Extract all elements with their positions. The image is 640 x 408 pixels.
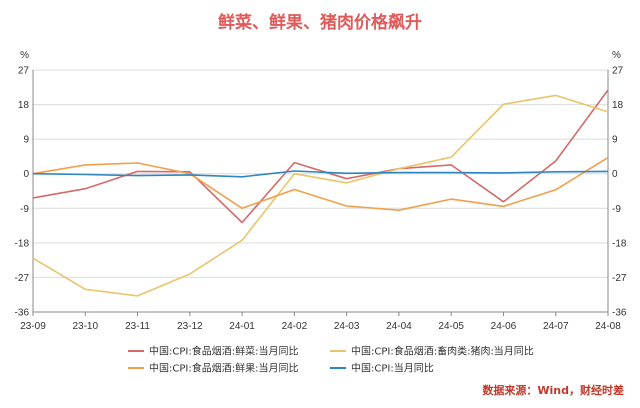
x-tick-label: 24-03 <box>334 321 360 332</box>
legend-label-1: 中国:CPI:食品烟酒:鲜菜:当月同比 <box>149 345 298 358</box>
y-tick-label-right: -18 <box>612 238 627 249</box>
y-tick-label-right: 9 <box>612 135 618 146</box>
x-tick-label: 23-10 <box>72 321 98 332</box>
y-tick-label-left: 9 <box>23 135 29 146</box>
legend-label-2: 中国:CPI:食品烟酒:畜肉类:猪肉:当月同比 <box>351 345 534 358</box>
axes: 27 27 18 18 9 9 0 0 -9 -9 -18 -18 -27 -27 -36 -36% % 23-0… <box>15 50 627 332</box>
source-note: 数据来源：Wind，财经时差 <box>482 384 624 397</box>
y-tick-label-right: 18 <box>612 100 624 111</box>
y-unit-left: % <box>20 50 29 61</box>
x-tick-label: 24-04 <box>386 321 412 332</box>
series-lines <box>32 89 609 297</box>
y-tick-label-left: 0 <box>23 169 29 180</box>
legend: 中国:CPI:食品烟酒:鲜菜:当月同比 中国:CPI:食品烟酒:畜肉类:猪肉:当月… <box>128 345 534 375</box>
x-tick-label: 24-08 <box>595 321 621 332</box>
y-tick-label-left: -18 <box>15 238 30 249</box>
series-line-1 <box>32 89 609 224</box>
x-tick-label: 24-07 <box>543 321 569 332</box>
x-tick-label: 24-05 <box>438 321 464 332</box>
y-unit-right: % <box>612 50 621 61</box>
legend-label-3: 中国:CPI:食品烟酒:鲜果:当月同比 <box>149 362 298 375</box>
y-tick-label-right: -27 <box>612 273 627 284</box>
grid-lines <box>33 69 608 313</box>
y-tick-label-right: -36 <box>612 308 627 319</box>
series-line-3 <box>32 156 609 211</box>
chart-title: 鲜菜、鲜果、猪肉价格飙升 <box>218 13 422 33</box>
x-tick-label: 23-11 <box>125 321 150 332</box>
x-tick-label: 23-12 <box>177 321 203 332</box>
x-tick-label: 24-01 <box>229 321 255 332</box>
x-tick-label: 24-02 <box>282 321 308 332</box>
y-tick-label-left: -9 <box>20 204 29 215</box>
x-tick-label: 24-06 <box>491 321 517 332</box>
y-tick-label-left: 27 <box>18 66 30 77</box>
x-tick-label: 23-09 <box>20 321 46 332</box>
series-line-4 <box>32 170 609 178</box>
legend-label-4: 中国:CPI:当月同比 <box>351 362 434 375</box>
y-tick-label-left: 18 <box>18 100 30 111</box>
series-line-2 <box>32 94 609 297</box>
y-tick-label-left: -27 <box>15 273 30 284</box>
y-tick-label-left: -36 <box>15 308 30 319</box>
y-tick-label-right: 0 <box>612 169 618 180</box>
y-tick-label-right: 27 <box>612 66 624 77</box>
y-tick-label-right: -9 <box>612 204 621 215</box>
